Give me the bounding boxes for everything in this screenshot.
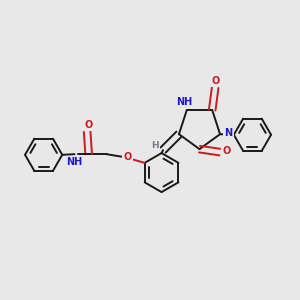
Text: N: N bbox=[224, 128, 232, 138]
Text: H: H bbox=[151, 141, 158, 150]
Text: O: O bbox=[85, 120, 93, 130]
Text: O: O bbox=[211, 76, 219, 86]
Text: O: O bbox=[222, 146, 231, 156]
Text: O: O bbox=[124, 152, 132, 162]
Text: NH: NH bbox=[66, 157, 83, 167]
Text: NH: NH bbox=[176, 97, 193, 106]
